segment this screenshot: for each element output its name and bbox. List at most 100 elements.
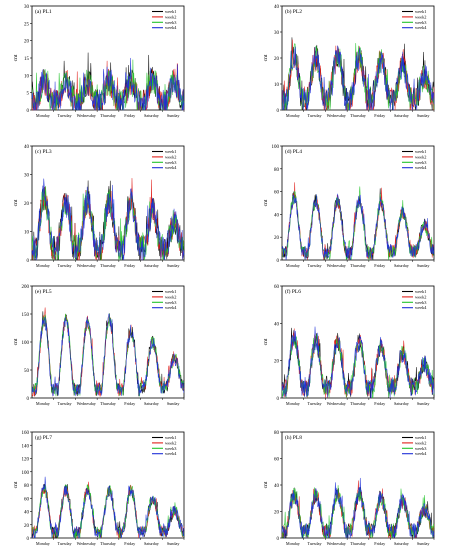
x-tick-label: Thursday [350, 263, 367, 268]
x-tick-label: Tuesday [58, 541, 73, 546]
legend-label-week3: week3 [165, 160, 177, 165]
x-tick-label: Tuesday [58, 263, 73, 268]
x-tick-label: Monday [286, 263, 301, 268]
y-tick-label: 0 [27, 397, 30, 402]
panel-4: 0 20 40 60 80 100 cnt Monday Tuesday Wednesday Thu… [263, 145, 435, 268]
y-tick-label: 10 [24, 231, 30, 236]
x-tick-label: Saturday [144, 263, 160, 268]
legend-label-week1: week1 [165, 289, 176, 294]
y-tick-label: 20 [274, 511, 280, 516]
x-tick-label: Thursday [100, 541, 117, 546]
panel-title: (b) PL2 [285, 8, 302, 15]
legend-label-week1: week1 [165, 149, 176, 154]
y-axis-label: cnt [263, 54, 269, 61]
legend-label-week4: week4 [165, 25, 177, 30]
x-tick-label: Thursday [350, 113, 367, 118]
y-tick-label: 40 [24, 145, 30, 150]
legend-label-week4: week4 [415, 305, 427, 310]
series-line-week4 [281, 193, 435, 261]
x-tick-label: Sunday [417, 541, 430, 546]
y-tick-label: 20 [274, 57, 280, 62]
y-tick-label: 100 [22, 471, 30, 476]
series-line-week3 [281, 334, 435, 399]
y-tick-label: 20 [274, 236, 280, 241]
x-tick-label: Tuesday [308, 541, 323, 546]
x-tick-label: Sunday [167, 113, 180, 118]
series-line-week4 [31, 57, 185, 111]
legend-label-week2: week2 [165, 154, 176, 159]
y-tick-label: 60 [274, 285, 280, 290]
panel-title: (f) PL6 [285, 288, 301, 295]
x-tick-label: Saturday [144, 401, 160, 406]
y-tick-label: 100 [272, 145, 280, 150]
y-tick-label: 140 [22, 444, 30, 449]
y-tick-label: 40 [274, 213, 280, 218]
y-tick-label: 20 [24, 524, 30, 529]
y-tick-label: 50 [24, 369, 30, 374]
panel-6: 0 20 40 60 cnt Monday Tuesday Wednesday Thursday… [263, 285, 435, 406]
y-tick-label: 30 [274, 31, 280, 36]
x-tick-label: Wednesday [327, 113, 347, 118]
y-axis-label: cnt [263, 199, 269, 206]
series-line-week3 [31, 484, 185, 539]
legend-label-week4: week4 [415, 451, 427, 456]
legend-label-week2: week2 [415, 294, 426, 299]
x-tick-label: Saturday [394, 113, 410, 118]
legend-label-week2: week2 [165, 14, 176, 19]
panel-8: 0 20 40 60 80 cnt Monday Tuesday Wednesday Thursd… [263, 431, 435, 546]
y-tick-label: 0 [277, 397, 280, 402]
x-tick-label: Wednesday [327, 541, 347, 546]
y-tick-label: 15 [24, 57, 30, 62]
legend-label-week1: week1 [165, 435, 176, 440]
series-line-week2 [31, 178, 185, 261]
x-tick-label: Friday [124, 401, 136, 406]
x-tick-label: Friday [374, 541, 386, 546]
x-tick-label: Saturday [394, 263, 410, 268]
y-tick-label: 0 [277, 537, 280, 542]
legend-label-week4: week4 [415, 165, 427, 170]
series-line-week4 [281, 477, 435, 539]
legend-label-week2: week2 [165, 294, 176, 299]
y-axis-label: cnt [13, 338, 19, 345]
x-tick-label: Friday [124, 541, 136, 546]
x-tick-label: Monday [36, 263, 51, 268]
legend-label-week3: week3 [165, 20, 177, 25]
panel-title: (g) PL7 [35, 434, 52, 441]
series-line-week2 [31, 60, 184, 111]
y-tick-label: 30 [24, 174, 30, 179]
x-tick-label: Monday [36, 401, 51, 406]
y-tick-label: 40 [24, 511, 30, 516]
x-tick-label: Saturday [394, 401, 410, 406]
y-tick-label: 25 [24, 22, 30, 27]
x-tick-label: Wednesday [77, 401, 97, 406]
x-tick-label: Thursday [100, 263, 117, 268]
legend-label-week3: week3 [415, 20, 427, 25]
legend-label-week2: week2 [415, 154, 426, 159]
y-tick-label: 5 [27, 92, 30, 97]
y-axis-label: cnt [263, 338, 269, 345]
panel-1: 0 5 10 15 20 25 30 cnt Monday Tuesday Wednesday Thu… [13, 5, 185, 118]
x-tick-label: Sunday [167, 541, 180, 546]
panel-title: (d) PL4 [285, 148, 302, 155]
legend-label-week1: week1 [415, 435, 426, 440]
series-line-week4 [281, 45, 435, 111]
x-tick-label: Monday [286, 541, 301, 546]
x-tick-label: Saturday [394, 541, 410, 546]
x-tick-label: Monday [36, 113, 51, 118]
panel-7: 0 20 40 60 80 100 120 140 160 cnt Monday Tuesday Wed… [13, 431, 185, 546]
y-axis-label: cnt [13, 199, 19, 206]
panel-title: (a) PL1 [35, 8, 52, 15]
x-tick-label: Thursday [350, 401, 367, 406]
x-tick-label: Saturday [144, 113, 160, 118]
x-tick-label: Wednesday [77, 541, 97, 546]
panel-title: (e) PL5 [35, 288, 52, 295]
y-tick-label: 100 [22, 341, 30, 346]
panel-3: 0 10 20 30 40 cnt Monday Tuesday Wednesday Thursd… [13, 145, 185, 268]
y-tick-label: 40 [274, 322, 280, 327]
y-tick-label: 0 [27, 259, 30, 264]
y-tick-label: 30 [24, 5, 30, 10]
x-tick-label: Tuesday [58, 113, 73, 118]
x-tick-label: Friday [124, 263, 136, 268]
series-line-week3 [281, 42, 435, 111]
